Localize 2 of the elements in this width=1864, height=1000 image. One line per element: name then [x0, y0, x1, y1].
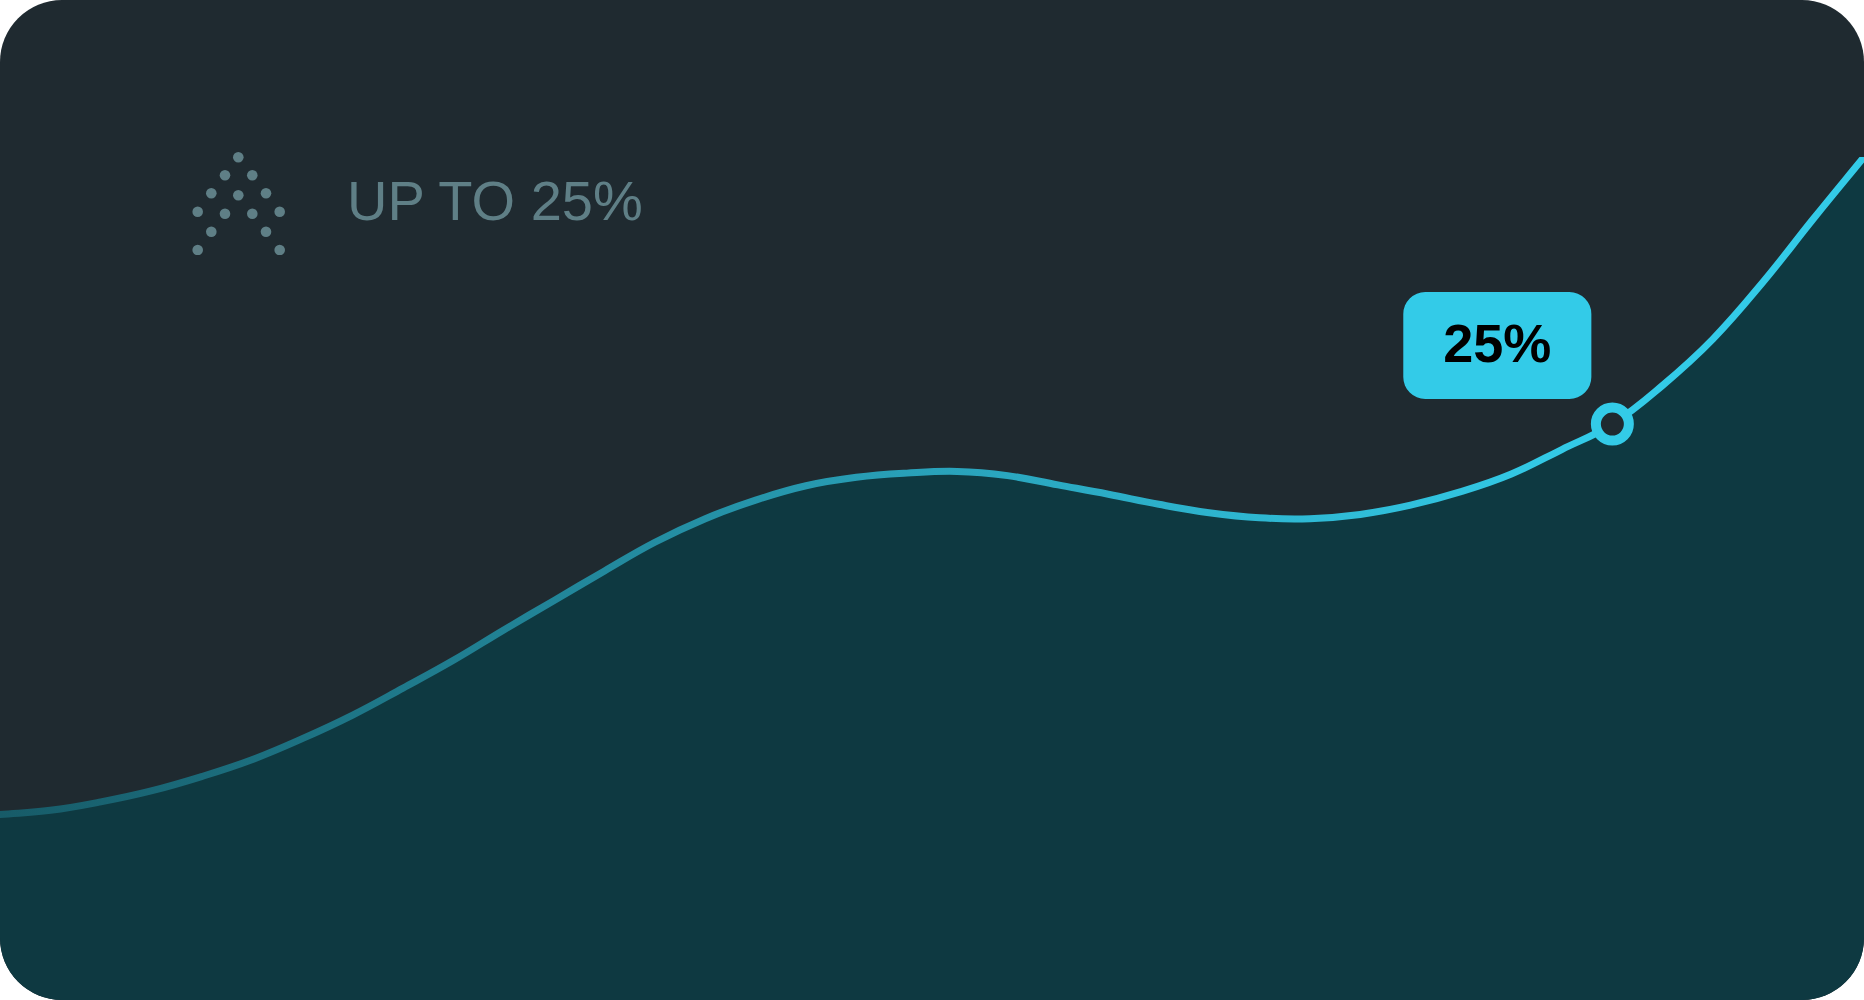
annotation: 25% — [1443, 313, 1552, 374]
chart-title: UP TO 25% — [347, 169, 643, 232]
